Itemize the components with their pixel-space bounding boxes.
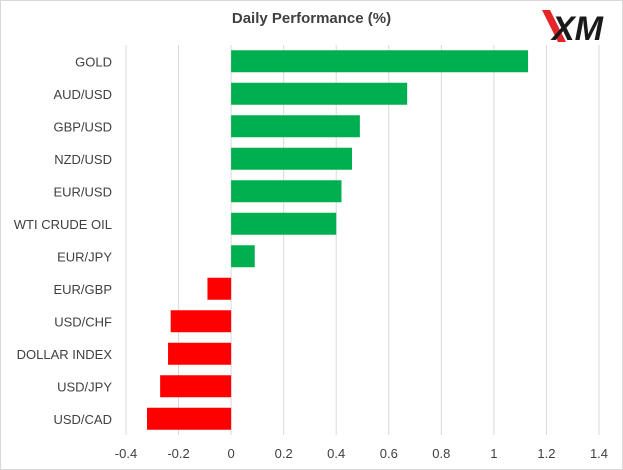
- category-labels: GOLD AUD/USD GBP/USD NZD/USD EUR/USD WTI CRUD…: [14, 54, 113, 427]
- category-label: GBP/USD: [53, 119, 112, 134]
- logo-text: XM: [550, 10, 604, 46]
- x-tick-label: 0.8: [432, 446, 450, 461]
- x-tick-label: 1.2: [537, 446, 555, 461]
- bar: [170, 310, 232, 333]
- bar: [231, 180, 342, 203]
- x-tick-label: 0: [227, 446, 234, 461]
- category-label: NZD/USD: [54, 152, 112, 167]
- grid-lines: [125, 45, 600, 435]
- bar: [168, 342, 232, 365]
- category-label: WTI CRUDE OIL: [14, 217, 112, 232]
- x-tick-label: 1: [490, 446, 497, 461]
- category-label: EUR/USD: [53, 184, 112, 199]
- category-label: GOLD: [75, 54, 112, 69]
- x-tick-label: -0.2: [167, 446, 189, 461]
- bar: [147, 407, 232, 430]
- xm-logo: XM: [542, 10, 604, 46]
- bar: [231, 82, 408, 105]
- x-tick-labels: -0.4 -0.2 0 0.2 0.4 0.6 0.8 1 1.2 1.4: [115, 446, 608, 461]
- bar: [231, 245, 255, 268]
- category-label: EUR/GBP: [53, 282, 112, 297]
- x-tick-label: 0.4: [327, 446, 345, 461]
- x-tick-label: 1.4: [590, 446, 608, 461]
- category-label: EUR/JPY: [57, 249, 112, 264]
- logo-red-slash: [542, 10, 566, 42]
- category-label: AUD/USD: [53, 87, 112, 102]
- category-label: DOLLAR INDEX: [17, 347, 113, 362]
- category-label: USD/JPY: [57, 379, 112, 394]
- x-tick-label: -0.4: [115, 446, 137, 461]
- x-tick-label: 0.6: [380, 446, 398, 461]
- bar: [231, 115, 360, 138]
- category-label: USD/CAD: [53, 412, 112, 427]
- x-tick-label: 0.2: [275, 446, 293, 461]
- bar: [231, 147, 352, 170]
- bar: [231, 50, 529, 73]
- bar: [160, 375, 232, 398]
- chart-title: Daily Performance (%): [231, 10, 392, 27]
- bars: [147, 50, 529, 430]
- category-label: USD/CHF: [54, 314, 112, 329]
- bar: [231, 212, 337, 235]
- bar: [207, 277, 232, 300]
